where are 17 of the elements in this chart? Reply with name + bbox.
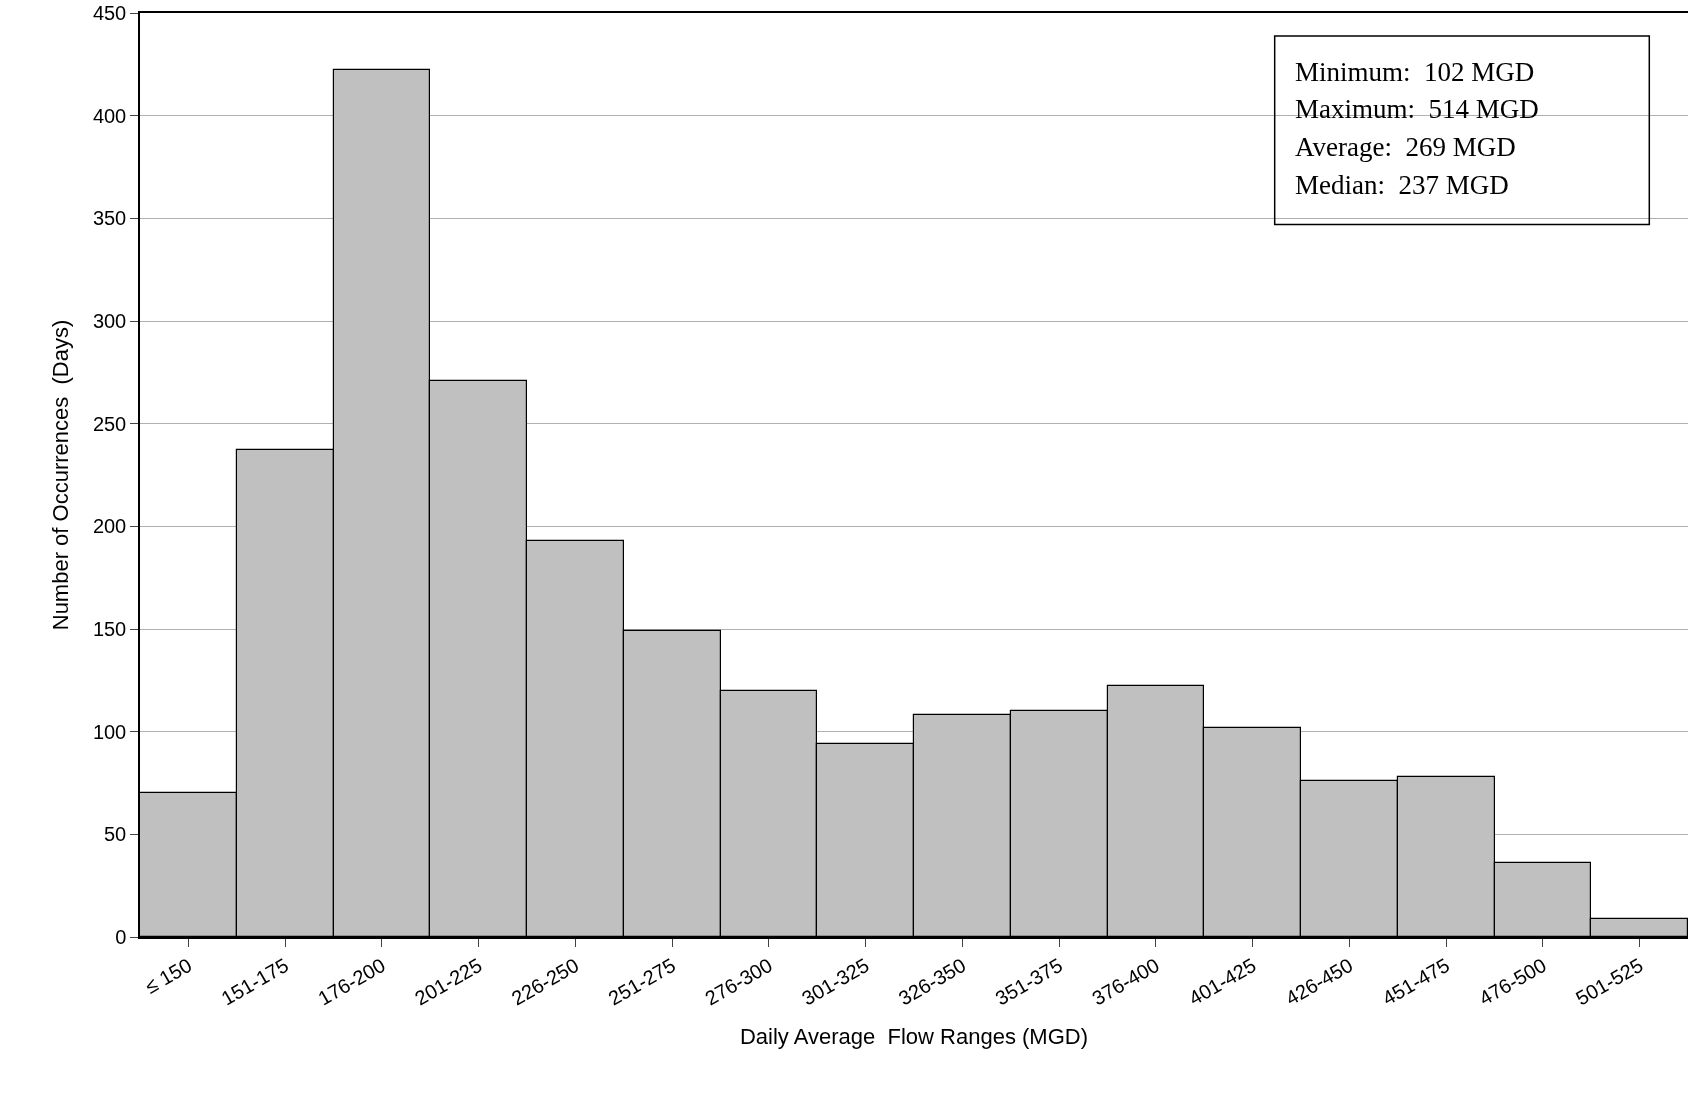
annotation: Median: 237 MGD [1295,170,1509,200]
x-axis-title: Daily Average Flow Ranges (MGD) [739,1023,1089,1049]
annotation: Maximum: 514 MGD [1295,94,1539,124]
y-tick-label: 150 [92,618,127,640]
y-tick-label: 50 [104,823,127,846]
annotation: Minimum: 102 MGD [1295,57,1535,87]
y-tick-label: 400 [92,104,127,127]
y-tick-label: 100 [92,720,127,743]
x-tick-label: ≤ 150 [141,953,196,998]
y-tick-label: 300 [92,310,127,332]
y-tick-label: 200 [92,515,127,538]
y-tick-label: 0 [115,926,127,948]
y-tick-label: 250 [92,412,127,435]
y-tick-label: 350 [92,207,127,230]
y-tick-label: 450 [92,2,127,24]
y-axis-title: Number of Occurrences (Days) [48,319,74,631]
annotation: Average: 269 MGD [1295,132,1516,162]
